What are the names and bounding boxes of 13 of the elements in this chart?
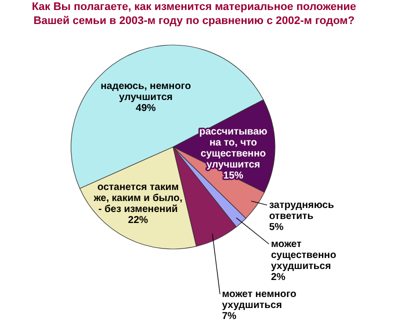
chart-title: Как Вы полагаете, как изменится материальное положение Вашей семьи в 2003-м году по сравнению с 2002-м годом? <box>30 0 358 29</box>
slice-label: останется таким же, каким и было, - без изменений <box>92 182 183 215</box>
data-label: 7% <box>222 311 237 322</box>
data-label: 22% <box>128 214 148 226</box>
data-label: 15% <box>223 170 244 182</box>
data-label: 2% <box>270 272 286 284</box>
slice-label: может существенно ухудшиться <box>270 239 336 272</box>
slice-label: надеюсь, немного улучшится <box>100 81 191 104</box>
data-label: 49% <box>136 103 156 114</box>
data-label: 5% <box>269 222 284 234</box>
slice-label: затрудняюсь ответить <box>269 200 334 222</box>
slice-label: рассчитываю на то, что существенно улучшится <box>199 126 268 170</box>
slice-label: может немного ухудшиться <box>222 289 296 312</box>
